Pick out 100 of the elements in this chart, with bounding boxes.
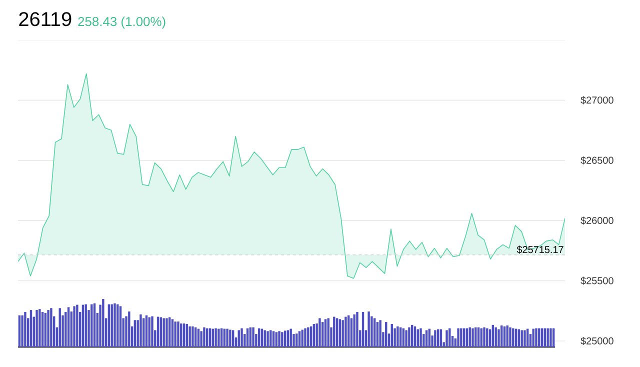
bar (448, 328, 451, 347)
bar (544, 328, 546, 347)
bar (368, 311, 370, 347)
bar (30, 310, 32, 347)
bar (472, 328, 474, 347)
bar (264, 330, 266, 347)
bar (128, 311, 130, 347)
bar (192, 326, 194, 347)
bar (483, 327, 486, 347)
bar (177, 322, 180, 347)
bar (390, 324, 393, 347)
bar (229, 330, 232, 347)
bar (290, 328, 292, 347)
bar (206, 328, 208, 347)
bar (188, 326, 191, 347)
bar (486, 328, 488, 347)
bar (119, 306, 122, 347)
bar (275, 332, 278, 347)
bar (410, 324, 414, 347)
bar (272, 331, 275, 347)
bar (180, 323, 182, 347)
bar (252, 327, 254, 347)
bar (414, 326, 416, 347)
bar (353, 314, 356, 347)
y-tick-label: $25500 (580, 276, 614, 285)
bar (379, 320, 382, 347)
bar (518, 329, 520, 347)
bar (38, 309, 41, 347)
bar (258, 328, 260, 347)
bar (457, 328, 460, 347)
bar (474, 327, 477, 347)
bar (514, 328, 518, 347)
bar (468, 327, 471, 347)
bar (399, 327, 402, 347)
bar (436, 329, 440, 347)
bar (540, 328, 544, 347)
bar (232, 330, 234, 347)
bar (425, 330, 428, 347)
bar (278, 331, 280, 347)
bar (162, 318, 165, 347)
ref-line-label: $25715.17 (516, 246, 564, 254)
bar (420, 328, 422, 347)
bar (281, 332, 284, 347)
bar (462, 328, 466, 347)
bar (212, 328, 214, 347)
bar (140, 314, 142, 347)
bar (394, 328, 396, 347)
bar (477, 327, 480, 347)
bar (440, 329, 442, 347)
bar (520, 330, 523, 347)
bar (347, 315, 350, 347)
bar (480, 328, 482, 347)
bar (376, 322, 379, 347)
bar (110, 304, 113, 347)
bar (200, 331, 202, 347)
bar (492, 324, 494, 347)
bar (362, 312, 364, 347)
bar (488, 329, 492, 347)
bar (356, 312, 358, 347)
y-tick-label: $25000 (580, 336, 614, 346)
bar (270, 330, 272, 347)
chart-subtitle: 258.43 (1.00%) (78, 16, 166, 29)
y-tick-label: $26000 (580, 216, 614, 225)
bar (67, 307, 70, 347)
bar (312, 324, 316, 347)
bar (108, 304, 110, 347)
bar (434, 330, 436, 347)
bar (240, 328, 243, 347)
bar (171, 319, 174, 347)
bar (338, 319, 342, 347)
bar (552, 328, 555, 347)
bar (546, 328, 549, 347)
bar (151, 316, 154, 347)
bar (249, 327, 252, 347)
y-tick-label: $27000 (580, 96, 614, 104)
bar (134, 320, 136, 347)
bar (84, 304, 87, 347)
bar (344, 316, 347, 347)
bar (466, 328, 468, 347)
bar (90, 304, 93, 347)
bar (194, 327, 197, 347)
bar (446, 330, 448, 347)
bar (385, 322, 388, 347)
bar (44, 312, 47, 347)
bar (182, 323, 186, 347)
bar (47, 310, 50, 347)
bar (186, 324, 188, 347)
bar (494, 327, 497, 347)
bar (166, 318, 168, 347)
bar (286, 330, 290, 347)
bar (174, 322, 176, 347)
bar (298, 331, 301, 347)
bar (342, 320, 344, 347)
y-tick-label: $26500 (580, 156, 614, 164)
bar (336, 318, 338, 347)
bar (550, 328, 552, 347)
bar (102, 299, 104, 347)
chart-title: 26119 (19, 12, 72, 26)
bar (524, 330, 526, 347)
bar (296, 334, 298, 347)
